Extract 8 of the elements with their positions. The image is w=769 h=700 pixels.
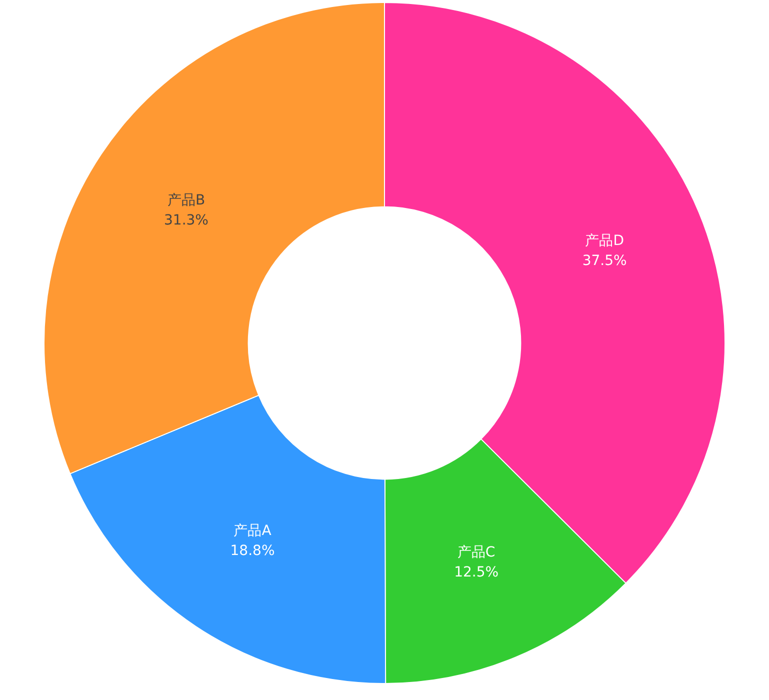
slice-label: 产品A — [234, 523, 272, 540]
data-label: 12.5% — [454, 564, 499, 581]
data-label: 37.5% — [582, 253, 627, 270]
slice-label: 产品B — [167, 192, 206, 208]
data-label: 31.3% — [164, 212, 208, 228]
data-label: 18.8% — [230, 543, 275, 560]
slice-label: 产品C — [457, 544, 496, 561]
slice-label: 产品D — [585, 233, 624, 250]
